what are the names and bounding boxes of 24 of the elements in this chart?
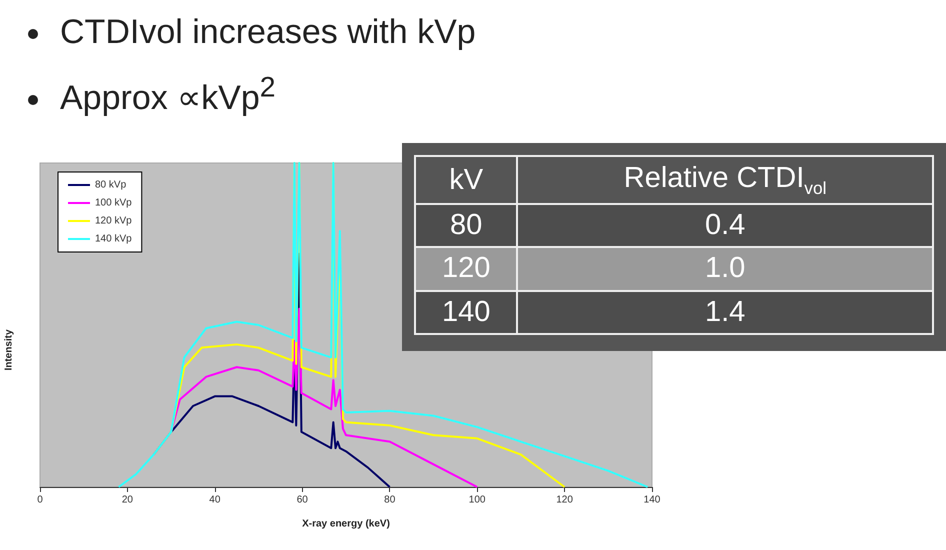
x-tick-label: 140	[644, 494, 661, 506]
text: kV	[415, 156, 518, 204]
text: 1.0	[704, 252, 746, 284]
x-tick-label: 80	[384, 494, 396, 506]
x-tick-label: 0	[37, 494, 44, 506]
category-label: 140	[415, 290, 518, 334]
category-label: 80	[415, 204, 518, 248]
legend-label: 140 kVp	[95, 234, 132, 244]
y-axis-title: Intensity	[4, 329, 14, 371]
x-tick-label: 120	[556, 494, 574, 506]
text: 1.4	[704, 296, 746, 328]
text: Relative CTDI$_{vol}$	[517, 156, 933, 204]
x-tick-label: 100	[468, 494, 486, 506]
legend-label: 100 kVp	[95, 198, 132, 208]
category-label: 120	[415, 247, 518, 291]
x-tick-label: 20	[122, 494, 134, 506]
x-tick-label: 40	[209, 494, 221, 506]
text: 0.4	[704, 209, 746, 242]
text: CTDIvol increases with kVp	[60, 13, 476, 51]
x-axis-title: X-ray energy (keV)	[302, 518, 390, 530]
legend-label: 80 kVp	[95, 180, 127, 190]
text: Approx ∝kVp$^{2}$	[60, 72, 276, 118]
x-tick-label: 60	[296, 494, 308, 506]
legend-label: 120 kVp	[95, 216, 132, 226]
